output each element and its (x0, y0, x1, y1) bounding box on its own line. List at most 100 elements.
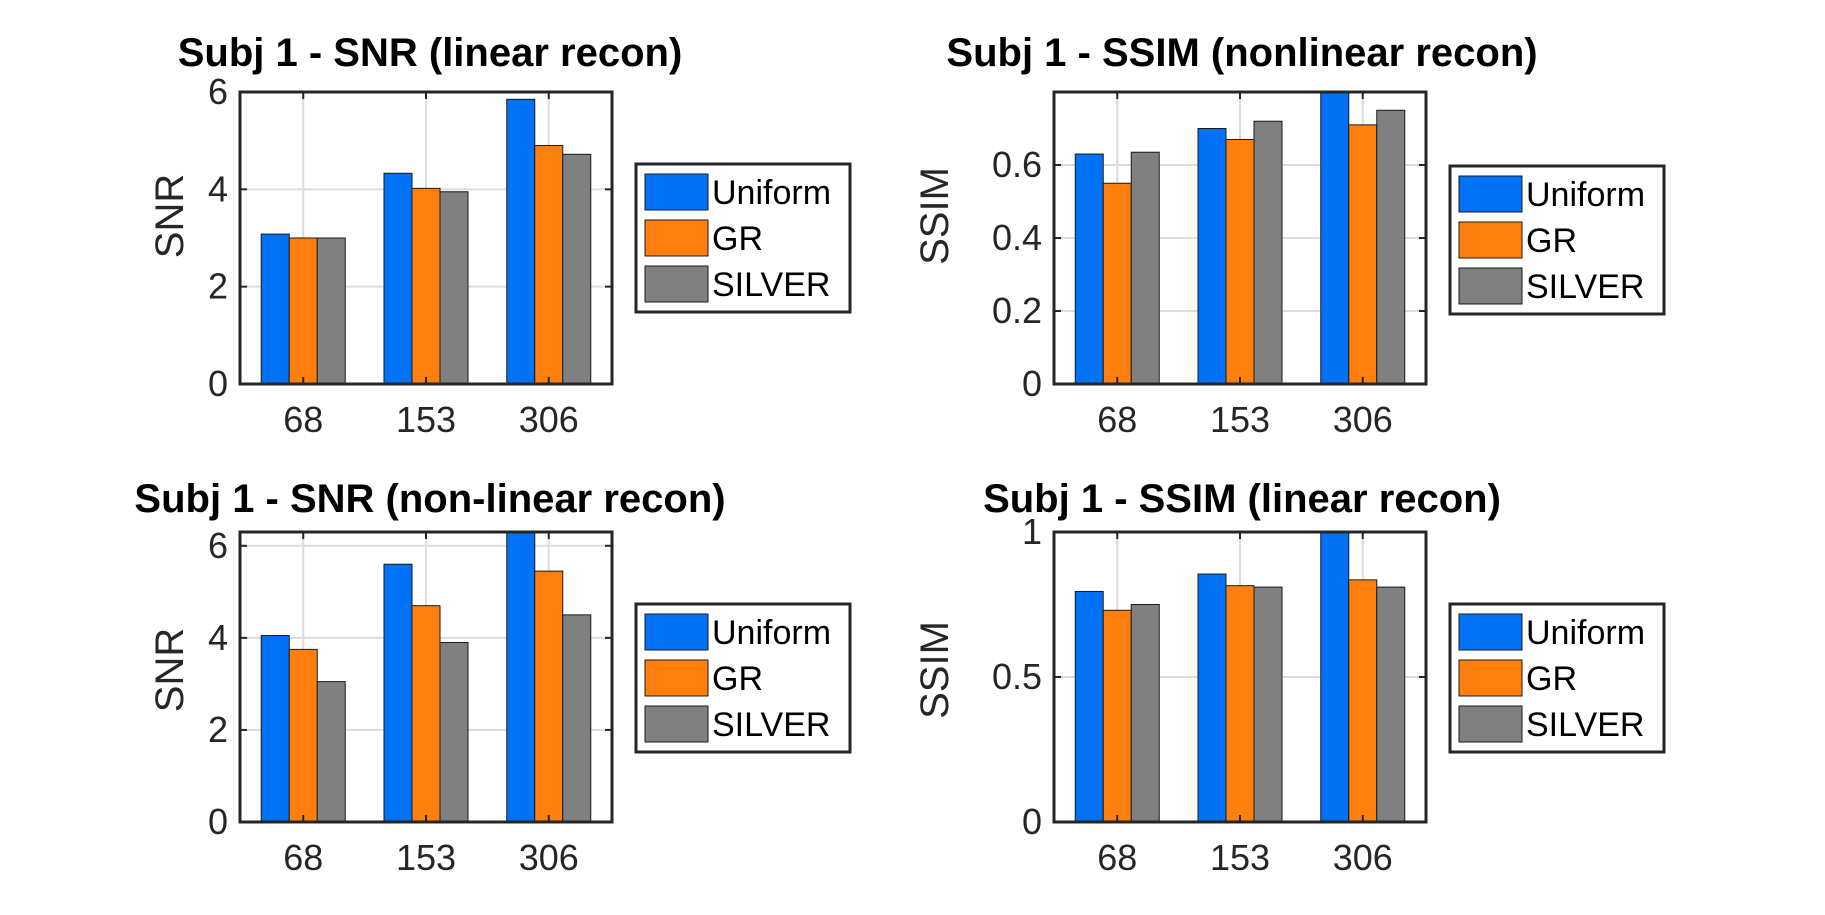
bar-silver-68 (316, 237, 346, 385)
x-tick-label: 306 (519, 837, 579, 878)
y-tick-label: 0.2 (992, 290, 1042, 331)
axis-ticks: 68 153 306 0 2 4 6 (208, 525, 612, 878)
chart-panel: Subj 1 - SSIM (linear recon) SSIM 68 153 3… (913, 477, 1666, 878)
bar-gr-68 (288, 648, 318, 823)
bar-gr-153 (1225, 585, 1255, 823)
bar-silver-306 (1376, 109, 1406, 385)
bar-uniform-153 (1197, 573, 1227, 823)
bar-uniform-68 (260, 233, 290, 385)
bars (1074, 531, 1406, 823)
bar-silver-68 (316, 681, 346, 823)
legend-label-uniform: Uniform (1526, 614, 1645, 652)
legend-swatch-silver (1458, 705, 1523, 743)
y-tick-label: 2 (208, 709, 228, 750)
bar-uniform-306 (506, 531, 536, 823)
legend-label-silver: SILVER (1526, 706, 1644, 744)
x-tick-label: 153 (396, 399, 456, 440)
bar-gr-306 (534, 145, 564, 385)
chart-panel: Subj 1 - SNR (linear recon) SNR 68 153 306… (148, 31, 852, 440)
y-tick-label: 0 (208, 801, 228, 842)
y-tick-label: 1 (1022, 511, 1042, 552)
legend: Uniform GR SILVER (1448, 602, 1666, 754)
bar-uniform-68 (1074, 590, 1104, 823)
legend-swatch-uniform (1458, 613, 1523, 651)
y-axis-label: SNR (148, 174, 192, 258)
bar-silver-306 (562, 153, 592, 385)
x-tick-label: 153 (1210, 837, 1270, 878)
x-tick-label: 306 (1333, 399, 1393, 440)
legend: Uniform GR SILVER (634, 162, 852, 314)
y-tick-label: 6 (208, 525, 228, 566)
y-tick-label: 0 (208, 363, 228, 404)
legend-swatch-silver (1458, 267, 1523, 305)
bar-gr-306 (1348, 124, 1378, 385)
chart-panel: Subj 1 - SNR (non-linear recon) SNR 68 15… (134, 477, 852, 878)
legend-swatch-gr (644, 219, 709, 257)
y-tick-label: 4 (208, 617, 228, 658)
y-tick-label: 0 (1022, 801, 1042, 842)
legend-swatch-gr (1458, 221, 1523, 259)
bar-uniform-68 (260, 635, 290, 823)
legend-label-uniform: Uniform (712, 614, 831, 652)
bar-uniform-306 (506, 98, 536, 385)
bar-uniform-68 (1074, 153, 1104, 385)
legend-swatch-silver (644, 705, 709, 743)
bar-silver-306 (562, 614, 592, 823)
legend-swatch-uniform (644, 173, 709, 211)
legend-swatch-gr (1458, 659, 1523, 697)
bar-silver-153 (1253, 120, 1283, 385)
legend-label-uniform: Uniform (712, 174, 831, 212)
x-tick-label: 306 (519, 399, 579, 440)
y-tick-label: 0.5 (992, 656, 1042, 697)
legend-label-silver: SILVER (712, 266, 830, 304)
legend-swatch-gr (644, 659, 709, 697)
chart-title: Subj 1 - SSIM (nonlinear recon) (946, 31, 1537, 75)
legend-label-silver: SILVER (1526, 268, 1644, 306)
chart-title: Subj 1 - SNR (linear recon) (178, 31, 683, 75)
bar-uniform-306 (1320, 91, 1350, 385)
y-tick-label: 0 (1022, 363, 1042, 404)
bar-gr-153 (411, 187, 441, 385)
axis-ticks: 68 153 306 0 0.5 1 (992, 511, 1426, 878)
x-tick-label: 306 (1333, 837, 1393, 878)
axis-ticks: 68 153 306 0 2 4 6 (208, 71, 612, 440)
chart-panel: Subj 1 - SSIM (nonlinear recon) SSIM 68 1… (913, 31, 1666, 440)
legend-label-silver: SILVER (712, 706, 830, 744)
legend-label-gr: GR (712, 660, 763, 698)
bar-gr-153 (1225, 138, 1255, 385)
legend-label-gr: GR (1526, 660, 1577, 698)
bar-silver-153 (439, 641, 469, 823)
bar-gr-306 (1348, 579, 1378, 823)
y-tick-label: 6 (208, 71, 228, 112)
legend: Uniform GR SILVER (634, 602, 852, 754)
y-axis-label: SSIM (913, 621, 957, 719)
legend-swatch-uniform (644, 613, 709, 651)
axis-ticks: 68 153 306 0 0.2 0.4 0.6 (992, 92, 1426, 440)
legend: Uniform GR SILVER (1448, 164, 1666, 316)
bars (260, 98, 592, 385)
legend-label-uniform: Uniform (1526, 176, 1645, 214)
bar-silver-68 (1130, 151, 1160, 385)
x-tick-label: 153 (1210, 399, 1270, 440)
legend-swatch-uniform (1458, 175, 1523, 213)
x-tick-label: 68 (283, 837, 323, 878)
legend-swatch-silver (644, 265, 709, 303)
bar-uniform-153 (383, 563, 413, 823)
bar-gr-68 (1102, 609, 1132, 823)
x-tick-label: 68 (283, 399, 323, 440)
bar-silver-153 (439, 191, 469, 385)
bar-gr-306 (534, 570, 564, 823)
legend-label-gr: GR (1526, 222, 1577, 260)
bars (1074, 91, 1406, 385)
y-tick-label: 4 (208, 168, 228, 209)
bar-silver-68 (1130, 604, 1160, 823)
bar-silver-153 (1253, 586, 1283, 823)
y-axis-label: SNR (148, 628, 192, 712)
bar-gr-68 (1102, 182, 1132, 385)
x-tick-label: 68 (1097, 837, 1137, 878)
bar-uniform-153 (383, 172, 413, 385)
x-tick-label: 68 (1097, 399, 1137, 440)
y-tick-label: 0.6 (992, 144, 1042, 185)
x-tick-label: 153 (396, 837, 456, 878)
